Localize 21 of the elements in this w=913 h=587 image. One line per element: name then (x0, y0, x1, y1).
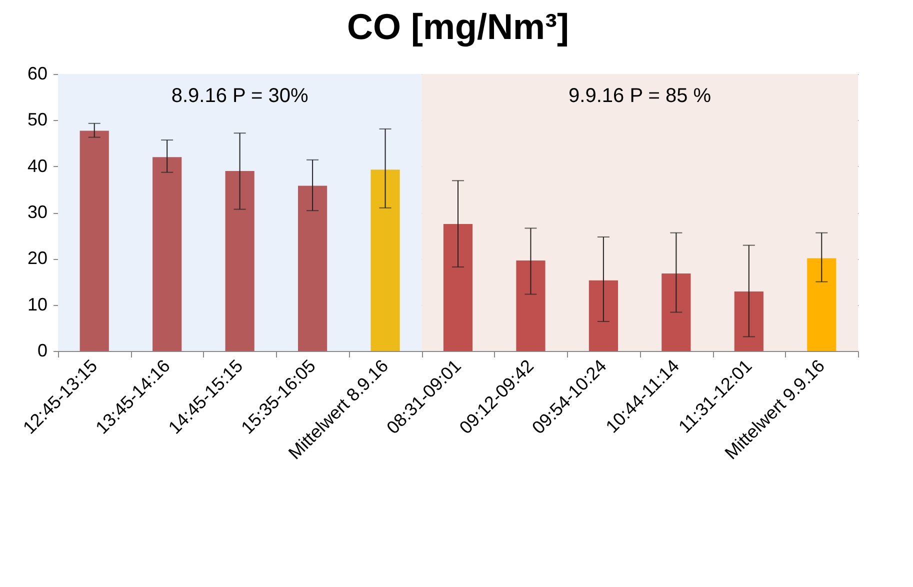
bar (516, 260, 546, 351)
band-label: 9.9.16 P = 85 % (568, 85, 712, 107)
bar (588, 280, 618, 351)
bar (443, 224, 473, 351)
band-label: 8.9.16 P = 30% (171, 85, 309, 107)
bar (80, 130, 109, 351)
y-tick-label: 40 (27, 156, 48, 176)
y-tick-label: 0 (37, 340, 48, 360)
y-tick-label: 10 (27, 294, 48, 314)
y-tick-label: 60 (27, 64, 48, 84)
bar (225, 170, 254, 351)
bar (152, 157, 182, 351)
chart-title: CO [mg/Nm³] (347, 6, 569, 47)
bar (298, 186, 328, 351)
y-tick-label: 20 (27, 248, 48, 268)
bar (807, 258, 836, 351)
bar (734, 291, 764, 351)
bar (662, 273, 691, 351)
y-tick-label: 30 (27, 202, 48, 222)
y-tick-label: 50 (27, 110, 48, 130)
bar (370, 170, 400, 351)
